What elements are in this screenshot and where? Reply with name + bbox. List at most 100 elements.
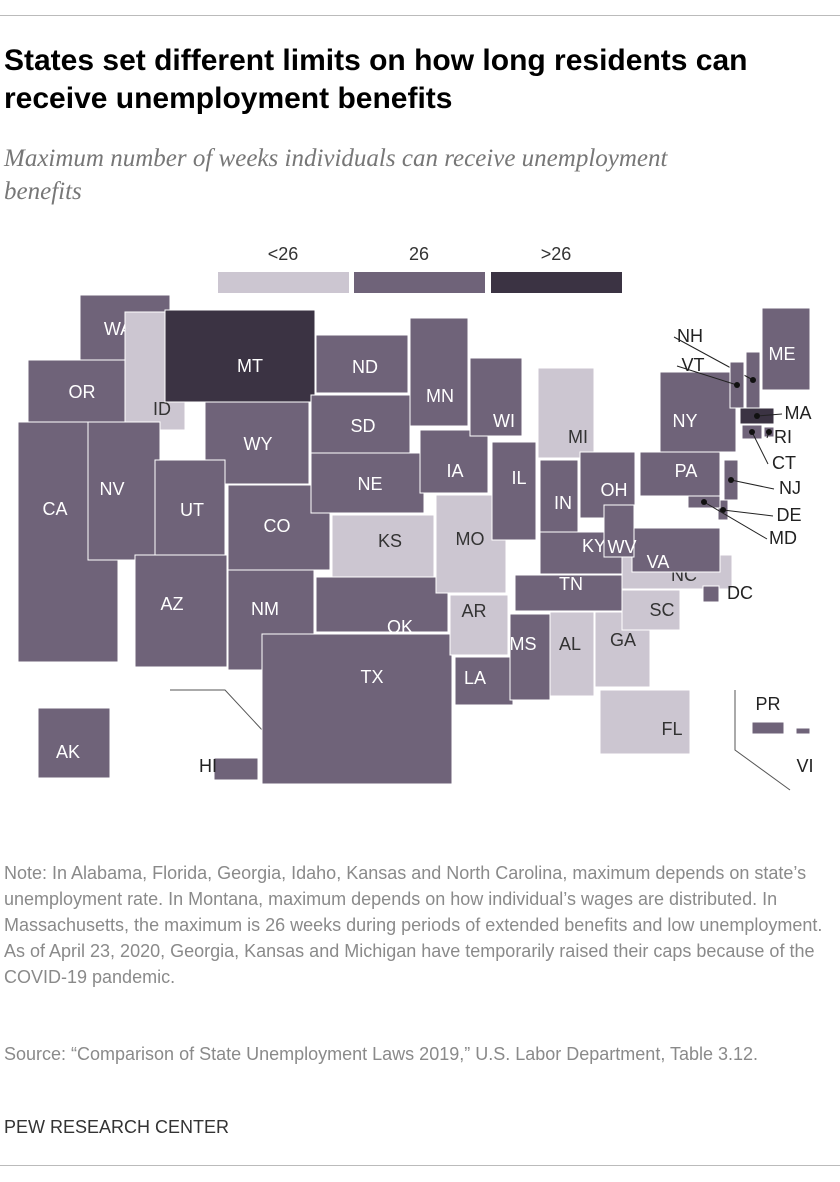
inset-divider [734,690,791,791]
state [659,371,737,453]
state [795,727,811,735]
state [134,554,228,668]
state-label: CO [264,516,291,536]
state-label: IN [554,493,572,513]
state-label: WV [608,537,637,557]
state-label: NY [672,411,697,431]
state-label: NE [357,474,382,494]
state [164,309,316,403]
state [213,757,259,781]
title: States set different limits on how long … [4,44,748,115]
state-label: TX [360,667,383,687]
state-label: HI [199,756,217,776]
callout-dot [754,413,760,419]
callout-dot [734,382,740,388]
state [639,451,721,497]
state [310,394,411,454]
state [419,429,489,494]
state-label: DC [727,583,753,603]
state-label: PR [755,694,780,714]
state-label: ID [153,399,171,419]
state-label: MI [568,427,588,447]
state [315,334,409,394]
callout-dot [728,477,734,483]
state-label: MN [426,386,454,406]
state [603,504,635,558]
bottom-rule [0,1165,840,1166]
state [315,576,449,633]
state-label: KS [378,531,402,551]
legend-label: <26 [268,244,299,264]
state-label: WI [493,411,515,431]
state [537,367,595,459]
state [621,589,681,631]
legend-swatch [354,272,485,293]
top-rule [0,15,840,16]
legend-swatch [491,272,622,293]
state-label: UT [180,500,204,520]
state-label: CT [772,453,796,473]
state-label: MD [769,528,797,548]
legend-swatch [218,272,349,293]
state [702,585,720,603]
state-label: VI [796,756,813,776]
state [87,421,161,561]
state-label: VT [681,355,704,375]
legend-label: 26 [409,244,429,264]
state [469,357,523,437]
callout-dot [749,429,755,435]
state [154,459,226,556]
state-label: DE [776,505,801,525]
state-label: CA [42,499,67,519]
organization: PEW RESEARCH CENTER [4,1117,230,1137]
state-label: GA [610,630,636,650]
source: Source: “Comparison of State Unemploymen… [4,1044,759,1064]
state-label: AR [461,601,486,621]
state-label: NJ [779,478,801,498]
callout-line [703,501,768,540]
state-label: OK [387,617,413,637]
callout-line [756,413,783,417]
callout-dot [750,377,756,383]
callout-dot [720,507,726,513]
state-label: ND [352,357,378,377]
state-label: NH [677,326,703,346]
callout-dot [701,499,707,505]
state-label: AL [559,634,581,654]
state-label: PA [675,461,698,481]
state [449,594,509,656]
callout-line [751,431,769,465]
state-label: SD [350,416,375,436]
state-label: RI [774,427,792,447]
state-label: WY [244,434,273,454]
callout-dot [766,429,772,435]
subtitle: Maximum number of weeks individuals can … [4,145,668,205]
state [491,441,537,541]
state [409,317,469,427]
state-label: NM [251,599,279,619]
state-label: KY [582,536,606,556]
state-label: IA [446,461,463,481]
legend-label: >26 [541,244,572,264]
state [751,721,785,735]
callout-line [676,365,738,386]
state-label: MS [510,634,537,654]
state-label: LA [464,668,486,688]
state-label: OH [601,480,628,500]
state [549,611,595,697]
state [509,613,551,701]
state [761,307,811,391]
state [599,689,691,755]
state-label: FL [661,719,682,739]
state [310,452,425,514]
state [331,514,435,578]
state [261,633,453,785]
state-label: MT [237,356,263,376]
note: Note: In Alabama, Florida, Georgia, Idah… [4,863,823,987]
state [631,527,721,573]
state-label: MA [785,403,812,423]
callout-line [730,479,775,490]
state-label: IL [511,468,526,488]
